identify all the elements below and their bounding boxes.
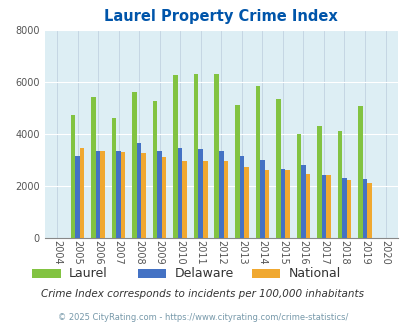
Text: National: National	[288, 267, 340, 280]
Bar	[346, 181, 350, 238]
Bar	[239, 156, 243, 238]
Bar	[275, 99, 280, 238]
Bar	[141, 153, 145, 238]
Bar	[173, 75, 177, 238]
Bar	[100, 150, 104, 238]
Bar	[75, 156, 79, 238]
Bar	[96, 150, 100, 238]
Text: © 2025 CityRating.com - https://www.cityrating.com/crime-statistics/: © 2025 CityRating.com - https://www.city…	[58, 313, 347, 322]
Bar	[280, 169, 284, 238]
Bar	[162, 157, 166, 238]
Bar	[121, 152, 125, 238]
Text: Laurel: Laurel	[69, 267, 107, 280]
Bar	[255, 85, 260, 238]
Bar	[341, 178, 346, 238]
Bar	[234, 105, 239, 238]
Bar	[325, 175, 330, 238]
Bar	[111, 118, 116, 238]
Bar	[362, 179, 367, 238]
Bar	[182, 161, 187, 238]
Text: Delaware: Delaware	[174, 267, 233, 280]
Bar	[194, 74, 198, 238]
Bar	[153, 101, 157, 238]
Bar	[198, 149, 202, 238]
Bar	[116, 150, 121, 238]
Bar	[337, 131, 341, 238]
Bar	[357, 106, 362, 238]
Bar	[91, 97, 96, 238]
Bar	[157, 150, 162, 238]
Bar	[264, 170, 269, 238]
Bar	[284, 170, 289, 238]
Bar	[296, 134, 301, 238]
Bar	[79, 148, 84, 238]
Bar	[218, 150, 223, 238]
Bar	[136, 143, 141, 238]
Bar	[367, 183, 371, 238]
Bar	[177, 148, 182, 238]
Text: Crime Index corresponds to incidents per 100,000 inhabitants: Crime Index corresponds to incidents per…	[41, 289, 364, 299]
Bar	[132, 92, 136, 238]
Bar	[214, 74, 218, 238]
Bar	[202, 161, 207, 238]
Bar	[316, 126, 321, 238]
Bar	[301, 165, 305, 238]
Bar	[70, 115, 75, 238]
Bar	[243, 167, 248, 238]
Bar	[321, 175, 325, 238]
Bar	[305, 174, 309, 238]
Bar	[223, 161, 228, 238]
Title: Laurel Property Crime Index: Laurel Property Crime Index	[104, 9, 337, 24]
Bar	[260, 160, 264, 238]
